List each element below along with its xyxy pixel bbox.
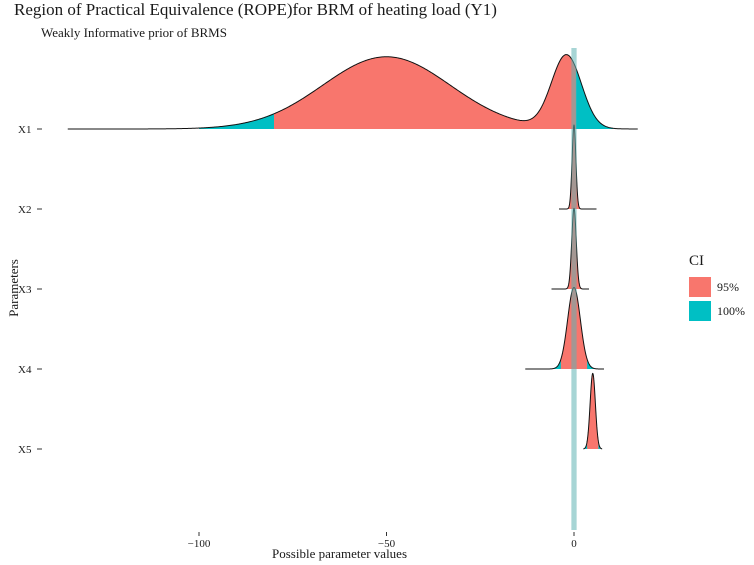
y-tick-label-x3: X3 xyxy=(18,284,32,296)
density-line-x5 xyxy=(583,372,603,450)
y-tick-label-x1: X1 xyxy=(18,124,31,136)
density-line-x4 xyxy=(525,287,604,370)
legend-item-95: 95% xyxy=(689,277,739,297)
density-line-x2 xyxy=(559,124,597,210)
ridge-x2 xyxy=(559,124,597,210)
chart-title: Region of Practical Equivalence (ROPE)fo… xyxy=(14,0,497,19)
ci-95-area-x5 xyxy=(587,373,599,449)
density-line-x1 xyxy=(67,54,638,130)
x-tick-label--100: −100 xyxy=(188,538,211,550)
ridge-x5 xyxy=(583,372,603,450)
legend-swatch-100 xyxy=(689,301,711,321)
x-axis-label: Possible parameter values xyxy=(272,546,408,561)
y-tick-label-x2: X2 xyxy=(18,204,31,216)
legend-label-100: 100% xyxy=(717,303,745,318)
y-tick-label-x5: X5 xyxy=(18,444,32,456)
chart-subtitle: Weakly Informative prior of BRMS xyxy=(41,25,227,40)
rope-band xyxy=(571,48,577,530)
y-tick-label-x4: X4 xyxy=(18,364,32,376)
density-line-x3 xyxy=(551,207,589,290)
x-tick-label--50: −50 xyxy=(378,538,396,550)
ridge-x3 xyxy=(551,207,589,290)
x-tick-label-0: 0 xyxy=(571,538,577,550)
legend-item-100: 100% xyxy=(689,301,745,321)
legend-swatch-95 xyxy=(689,277,711,297)
legend-title: CI xyxy=(689,253,704,269)
ridge-x4 xyxy=(525,287,604,370)
ridge-x1 xyxy=(67,54,638,130)
legend-label-95: 95% xyxy=(717,279,739,294)
ci-95-area-x1 xyxy=(274,54,576,129)
